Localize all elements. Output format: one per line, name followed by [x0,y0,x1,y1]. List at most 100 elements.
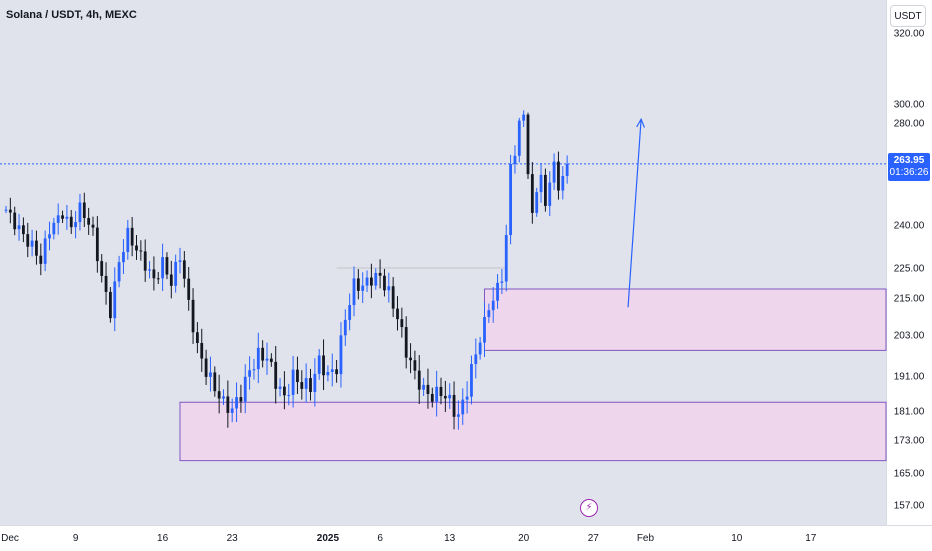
x-tick-label: 6 [377,533,383,544]
candle-body [435,386,439,402]
bar-countdown: 01:36:26 [889,167,929,178]
candle-body [56,215,60,223]
x-tick-label: 17 [805,533,817,544]
candle-body [117,262,121,282]
price-axis[interactable] [886,0,932,525]
candle-body [283,386,286,396]
candle-body [165,257,169,275]
y-tick-label: 191.00 [894,372,925,383]
candle-body [561,175,565,191]
symbol-title: Solana / USDT, 4h, MEXC [6,9,137,21]
candle-body [483,317,486,343]
candle-body [69,216,73,228]
candle-body [91,224,95,228]
candle-body [226,396,230,413]
candle-body [348,305,352,320]
candle-body [126,227,130,252]
projection-arrow-head [636,117,646,128]
candle-body [82,202,86,219]
x-tick-label: 2025 [317,533,340,544]
candle-body [465,396,469,400]
candle-body [391,286,395,309]
candle-body [161,257,164,279]
candle-body [313,373,317,392]
candle-body [509,164,512,236]
candle-body [252,369,256,371]
candle-body [500,281,504,283]
x-tick-label: 27 [588,533,600,544]
candle-body [461,399,465,415]
candle-body [87,218,91,225]
candle-body [52,222,56,235]
candle-body [287,394,291,396]
candle-body [374,272,378,286]
y-tick-label: 203.00 [894,331,925,342]
y-tick-label: 280.00 [894,119,925,130]
candle-body [335,369,338,375]
candle-body [78,202,82,223]
candle-body [413,360,417,371]
candle-body [278,386,282,389]
currency-button[interactable]: USDT [890,5,926,27]
candle-body [448,394,452,399]
candle-body [361,285,365,291]
candle-body [30,240,34,247]
x-tick-label: 23 [227,533,239,544]
y-tick-label: 165.00 [894,469,925,480]
candle-body [457,414,460,417]
candle-body [235,397,238,409]
candle-body [213,372,217,392]
y-tick-label: 240.00 [894,221,925,232]
candle-body [370,277,373,286]
x-tick-label: Dec [1,533,19,544]
candle-body [148,269,151,271]
candle-body [296,369,299,383]
candle-body [95,227,99,262]
candle-body [535,192,539,213]
candle-body [204,358,208,377]
candle-body [426,384,430,394]
candle-body [400,319,404,328]
candle-body [135,245,138,251]
y-tick-label: 225.00 [894,264,925,275]
candle-body [439,386,443,397]
demand-zone-lower [179,401,887,462]
candle-body [122,251,125,263]
time-axis[interactable] [0,525,932,551]
candle-body [343,319,347,336]
candle-body [383,275,386,291]
candle-body [417,370,421,390]
current-price-tag: 263.95 01:36:26 [888,153,930,181]
candle-body [326,371,330,376]
y-tick-label: 157.00 [894,501,925,512]
candle-body [169,274,173,286]
candle-body [396,308,399,320]
candle-body [404,327,408,358]
candle-body [339,335,343,375]
candle-body [209,372,212,377]
candle-body [239,397,243,402]
candle-body [330,369,334,372]
candle-body [356,278,360,291]
candle-body [565,163,569,176]
y-tick-label: 215.00 [894,294,925,305]
candle-body [248,370,251,377]
candle-body [187,278,191,300]
candle-body [43,238,47,264]
candle-body [100,261,104,276]
candle-body [130,227,134,246]
candle-body [522,114,526,121]
candle-body [243,376,247,402]
candle-body [443,396,447,399]
candle-body [191,299,195,333]
candle-body [143,251,147,271]
lightning-event-icon[interactable]: ⚡ [580,499,598,517]
candle-body [196,332,199,343]
x-tick-label: 9 [73,533,79,544]
candle-body [552,161,556,183]
candle-body [152,269,156,279]
candle-body [317,355,321,374]
candle-body [474,354,478,365]
y-tick-label: 173.00 [894,436,925,447]
candle-body [182,260,186,279]
